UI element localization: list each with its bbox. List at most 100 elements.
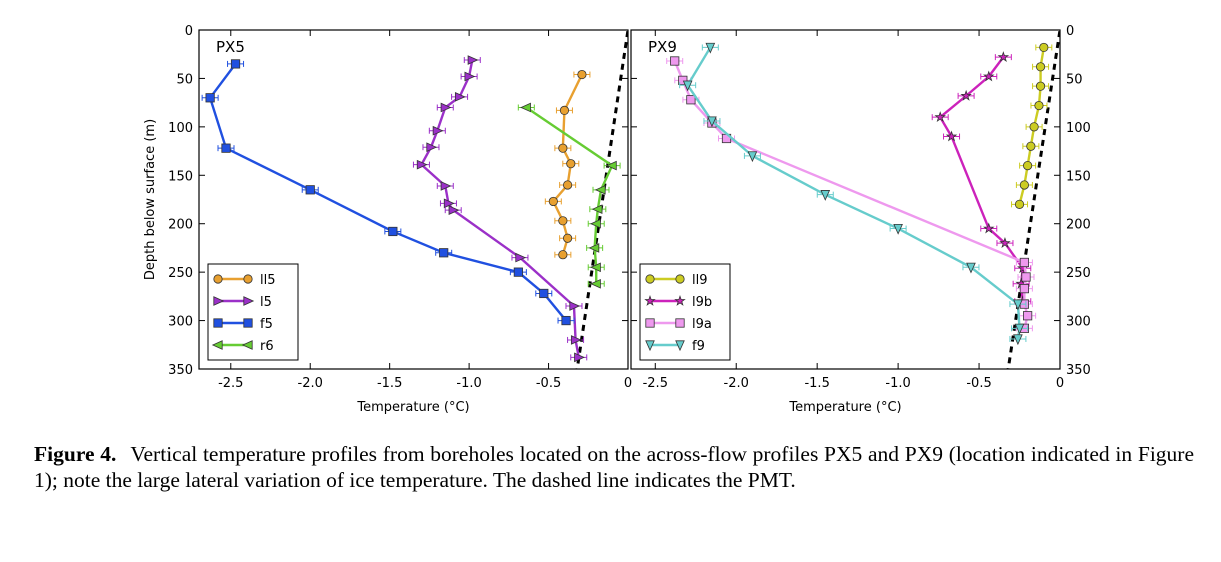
y-axis-title: Depth below surface (m) (143, 119, 158, 280)
data-point-ll5 (548, 196, 558, 207)
data-point-ll9 (1035, 81, 1046, 91)
data-point-l5 (432, 125, 444, 136)
pmt-dashed-line (575, 30, 628, 369)
data-point-l5 (570, 335, 582, 345)
data-point-l9b (960, 89, 972, 101)
plot-frame (198, 29, 629, 370)
plot-frame (630, 29, 1061, 370)
series-line-r6 (525, 106, 614, 284)
data-point-r6 (591, 204, 603, 215)
data-point-f9 (747, 151, 758, 163)
data-point-f5 (439, 248, 449, 258)
data-point-f5 (539, 288, 549, 299)
panel-label: PX9 (648, 38, 677, 56)
y-tick-label: 0 (1066, 24, 1074, 39)
series-line-l9b (938, 56, 1025, 302)
y-tick-label: 50 (1066, 72, 1083, 87)
x-tick-label: -0.5 (966, 376, 991, 391)
data-point-l9b (934, 111, 946, 123)
y-tick-label: 350 (168, 363, 193, 378)
data-point-l9a (686, 95, 696, 105)
y-tick-label: 100 (1066, 121, 1091, 136)
x-tick-label: -0.5 (536, 376, 561, 391)
legend-marker-f5 (213, 318, 223, 328)
data-point-f5 (561, 315, 571, 326)
figure-4: -2.5 -2.0 -1.5 -1.0 -0.5 0 0 50 100 150 200 250 300 3… (143, 24, 1091, 415)
legend-marker-ll9 (645, 274, 655, 284)
data-point-f9 (820, 190, 831, 201)
y-tick-label: 300 (168, 315, 193, 330)
y-tick-label: 150 (1066, 169, 1091, 184)
data-point-l9b (945, 130, 958, 142)
plot-area (666, 30, 1060, 369)
y-tick-label: 150 (168, 169, 193, 184)
legend-label-ll5: ll5 (260, 273, 276, 288)
y-tick-label: 0 (185, 24, 193, 39)
x-tick-label: -1.5 (804, 376, 829, 391)
legend-marker-f9 (675, 340, 685, 352)
data-point-ll5 (566, 159, 576, 169)
legend-marker-f5 (243, 318, 253, 328)
legend-marker-ll5 (213, 274, 223, 284)
data-point-ll5 (563, 180, 573, 190)
legend-marker-ll5 (243, 274, 253, 284)
data-point-ll5 (558, 250, 568, 260)
data-point-l5 (574, 352, 585, 363)
legend-label-l5: l5 (260, 295, 272, 310)
legend-marker-ll9 (675, 274, 685, 284)
legend-label-l9a: l9a (692, 317, 712, 332)
data-point-l5 (467, 55, 479, 65)
x-tick-label: -1.0 (456, 376, 481, 391)
data-point-l9b (983, 70, 995, 82)
figure-caption: Figure 4. Vertical temperature profiles f… (34, 441, 1194, 493)
plot-area (201, 30, 628, 369)
data-point-l9b (997, 51, 1010, 63)
data-point-f9 (1013, 334, 1023, 346)
y-tick-label: 50 (176, 72, 193, 87)
data-point-ll9 (1014, 199, 1025, 209)
legend-label-f9: f9 (692, 339, 705, 354)
legend-marker-r6 (241, 340, 253, 350)
x-tick-label: 0 (1056, 376, 1064, 391)
x-axis-title: Temperature (°C) (356, 400, 469, 415)
data-point-l9a (678, 75, 688, 85)
y-tick-label: 250 (1066, 266, 1091, 281)
data-point-l5 (443, 198, 455, 209)
data-point-f5 (388, 226, 398, 237)
x-tick-label: -2.5 (218, 376, 243, 391)
pmt-dashed-line (1006, 30, 1060, 369)
legend: ll5 l5 f5 r6 (207, 263, 299, 361)
x-tick-label: -2.5 (643, 376, 668, 391)
data-point-ll9 (1019, 180, 1029, 190)
data-point-f9 (1014, 323, 1025, 335)
legend-label-r6: r6 (260, 339, 274, 354)
data-point-l9b (983, 222, 995, 234)
data-point-l5 (515, 252, 527, 263)
y-tick-label: 100 (168, 121, 193, 136)
caption-text: Vertical temperature profiles from boreh… (34, 442, 1194, 492)
x-axis-title: Temperature (°C) (788, 400, 901, 415)
legend-marker-f9 (645, 340, 655, 352)
legend-label-ll9: ll9 (692, 273, 708, 288)
data-point-f5 (305, 185, 315, 195)
x-tick-label: 0 (624, 376, 632, 391)
legend-label-l9b: l9b (692, 295, 712, 310)
series-line-f9 (686, 46, 1021, 340)
data-point-f9 (705, 42, 716, 54)
data-point-r6 (590, 278, 601, 289)
data-point-l5 (416, 159, 428, 170)
caption-label: Figure 4. (34, 442, 117, 466)
data-point-f5 (221, 143, 231, 153)
data-point-l9a (1023, 311, 1033, 321)
data-point-f9 (966, 262, 976, 274)
data-point-l5 (464, 71, 476, 82)
data-point-ll9 (1034, 100, 1044, 111)
data-point-f5 (230, 59, 241, 69)
data-point-ll5 (577, 69, 587, 80)
data-point-r6 (588, 243, 600, 253)
data-point-ll9 (1023, 161, 1033, 171)
legend: ll9 l9b l9a f9 (639, 263, 731, 361)
data-point-f5 (513, 267, 523, 277)
data-point-l5 (569, 301, 581, 311)
data-point-ll9 (1029, 122, 1039, 132)
